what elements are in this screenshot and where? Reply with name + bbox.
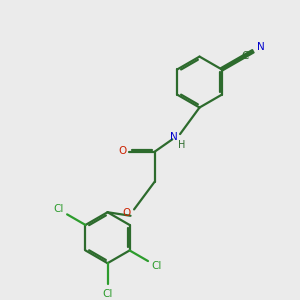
Text: Cl: Cl — [53, 204, 64, 214]
Text: Cl: Cl — [152, 261, 162, 271]
Text: N: N — [257, 42, 265, 52]
Text: O: O — [118, 146, 126, 156]
Text: O: O — [122, 208, 130, 218]
Text: H: H — [178, 140, 185, 150]
Text: Cl: Cl — [102, 289, 113, 299]
Text: C: C — [242, 51, 249, 61]
Text: N: N — [170, 132, 178, 142]
